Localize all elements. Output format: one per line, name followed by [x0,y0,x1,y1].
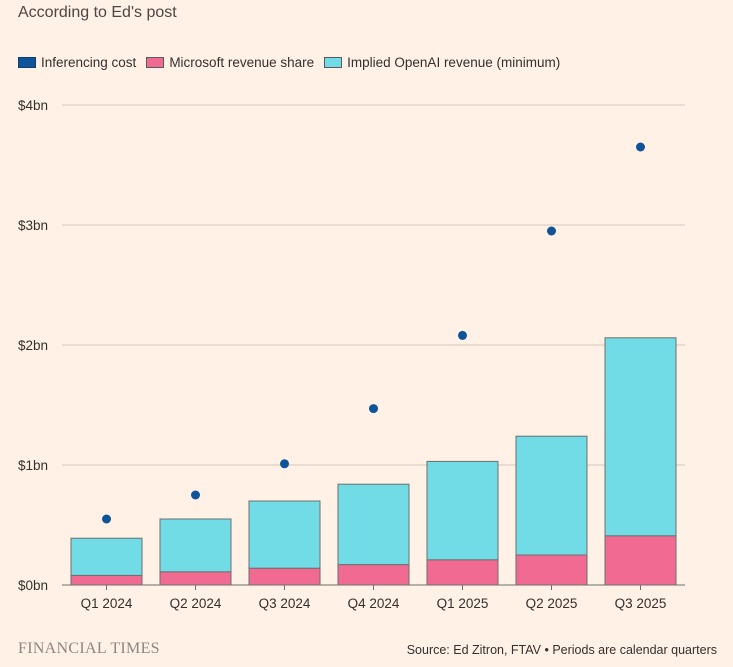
bar-microsoft-revenue-share [515,554,588,586]
bar-microsoft-revenue-share [337,564,410,586]
legend-swatch-inferencing-cost [18,56,36,68]
x-tick-label: Q2 2025 [526,596,578,611]
chart-legend: Inferencing cost Microsoft revenue share… [18,53,570,71]
x-tick-label: Q3 2024 [259,596,311,611]
y-tick-label: $1bn [18,458,48,473]
bar-implied-openai-revenue [515,435,588,556]
dot-layer [102,142,645,524]
label-layer: $0bn $1bn $2bn $3bn $4bn Q1 2024 Q2 2024 Q3 202… [18,98,666,611]
y-tick-label: $0bn [18,578,48,593]
x-tick-label: Q1 2024 [81,596,133,611]
ft-brand-logo: FINANCIAL TIMES [18,640,160,657]
bar-implied-openai-revenue [337,483,410,566]
source-note: Source: Ed Zitron, FTAV • Periods are ca… [406,643,717,657]
chart-subtitle: According to Ed's post [18,4,177,21]
bar-microsoft-revenue-share [70,574,143,586]
dot-inferencing-cost [102,514,111,524]
bar-microsoft-revenue-share [159,571,232,586]
x-tick-label: Q3 2025 [615,596,667,611]
dot-inferencing-cost [458,330,467,340]
bar-implied-openai-revenue [70,537,143,576]
x-tick-label: Q1 2025 [437,596,489,611]
y-tick-label: $3bn [18,218,48,233]
x-tick-label: Q4 2024 [348,596,400,611]
y-tick-label: $4bn [18,98,48,113]
legend-item-microsoft-revenue-share: Microsoft revenue share [146,55,314,70]
y-tick-label: $2bn [18,338,48,353]
dot-inferencing-cost [280,459,289,469]
axis-layer [62,584,685,590]
dot-inferencing-cost [547,226,556,236]
legend-label-microsoft-revenue-share: Microsoft revenue share [169,54,315,70]
legend-item-inferencing-cost: Inferencing cost [18,55,136,70]
legend-label-implied-openai-revenue: Implied OpenAI revenue (minimum) [347,54,561,70]
dot-inferencing-cost [191,490,200,500]
bar-microsoft-revenue-share [426,559,499,586]
bar-implied-openai-revenue [604,337,677,537]
bar-layer [70,337,677,586]
legend-item-implied-openai-revenue: Implied OpenAI revenue (minimum) [324,55,560,70]
x-tick-label: Q2 2024 [170,596,222,611]
bar-microsoft-revenue-share [248,567,321,586]
legend-swatch-microsoft-revenue-share [146,56,165,68]
dot-inferencing-cost [636,142,645,152]
bar-implied-openai-revenue [426,460,499,561]
bar-implied-openai-revenue [248,500,321,569]
dot-inferencing-cost [369,404,378,414]
legend-label-inferencing-cost: Inferencing cost [41,54,137,70]
bar-microsoft-revenue-share [604,535,677,586]
legend-swatch-implied-openai-revenue [324,56,343,68]
bar-implied-openai-revenue [159,518,232,573]
